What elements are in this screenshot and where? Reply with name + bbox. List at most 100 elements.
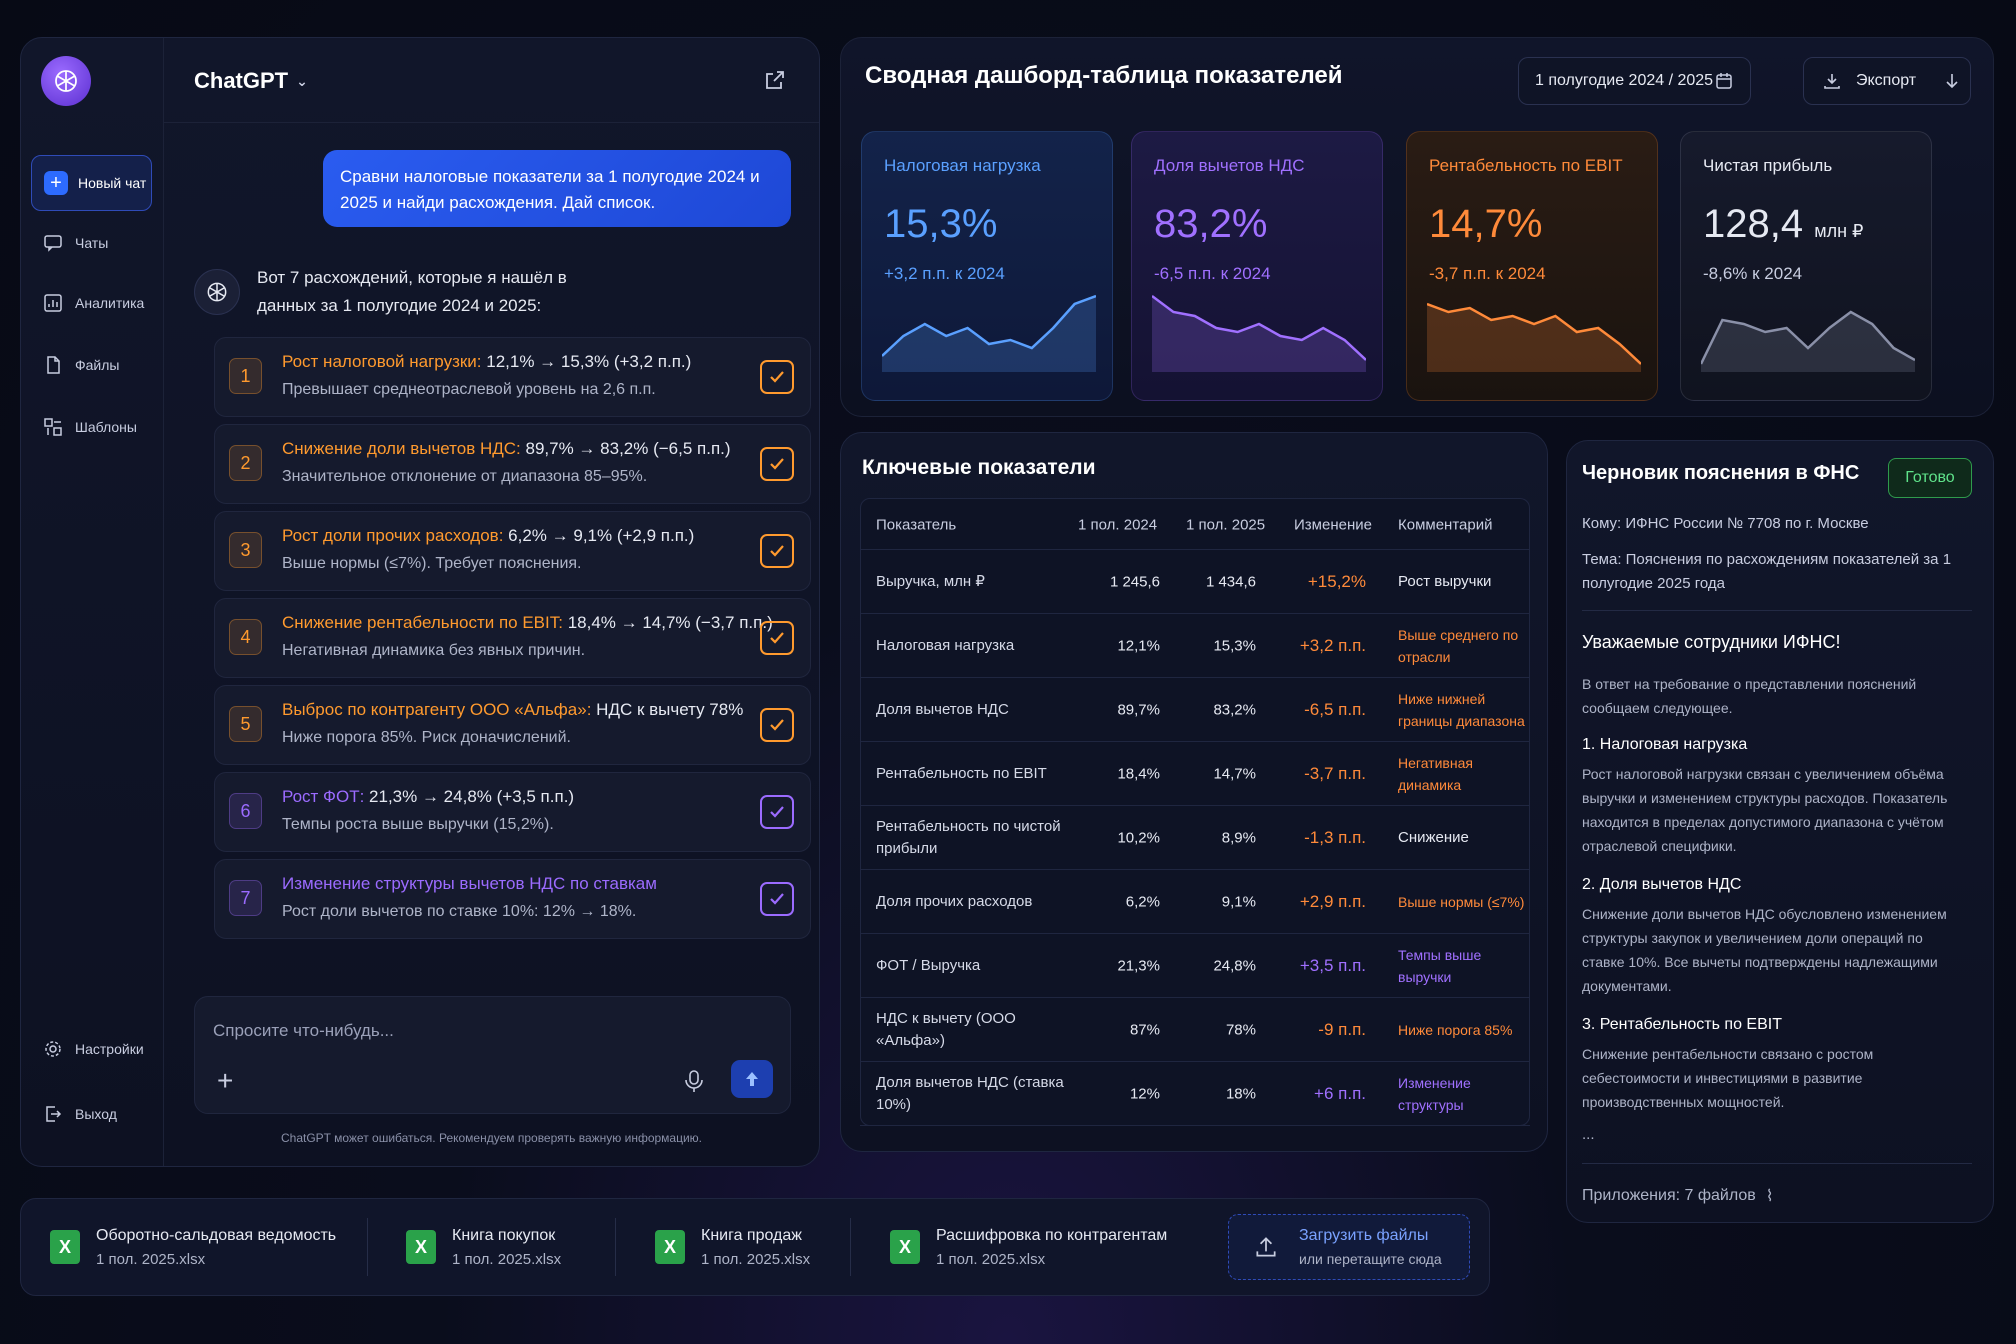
row-label: Налоговая нагрузка bbox=[876, 636, 1015, 654]
upload-button[interactable]: Загрузить файлы или перетащите сюда bbox=[1228, 1214, 1470, 1280]
nav-settings[interactable]: Настройки bbox=[43, 1039, 144, 1059]
add-attachment-icon[interactable]: + bbox=[217, 1065, 234, 1096]
file-separator bbox=[367, 1218, 368, 1276]
value-2025: 8,9% bbox=[1221, 829, 1256, 846]
file-item[interactable]: X Книга покупок 1 пол. 2025.xlsx bbox=[406, 1198, 561, 1296]
kpi-card[interactable]: Рентабельность по EBIT 14,7% -3,7 п.п. к… bbox=[1406, 131, 1658, 401]
checkbox[interactable] bbox=[760, 534, 794, 568]
item-subtitle: Темпы роста выше выручки (15,2%). bbox=[282, 816, 554, 833]
table-row[interactable]: Доля вычетов НДС (ставка 10%) 12% 18% +6… bbox=[860, 1062, 1530, 1126]
discrepancy-item[interactable]: 4 Снижение рентабельности по EBIT: 18,4%… bbox=[214, 598, 811, 678]
templates-icon bbox=[44, 418, 62, 436]
file-item[interactable]: X Оборотно-сальдовая ведомость 1 пол. 202… bbox=[50, 1198, 336, 1296]
checkbox[interactable] bbox=[760, 882, 794, 916]
attachments-link[interactable]: Приложения: 7 файлов ⌇ bbox=[1582, 1187, 1774, 1205]
kpi-sparkline bbox=[1701, 310, 1915, 372]
arrow-down-icon bbox=[1946, 74, 1958, 89]
table-row[interactable]: Выручка, млн ₽ 1 245,6 1 434,6 +15,2% Ро… bbox=[860, 550, 1530, 614]
value-2025: 15,3% bbox=[1213, 637, 1256, 654]
item-number: 6 bbox=[229, 793, 262, 829]
kpi-title: Чистая прибыль bbox=[1703, 156, 1833, 175]
calendar-icon bbox=[1716, 73, 1732, 89]
item-number: 3 bbox=[229, 532, 262, 568]
note-section: 1. Налоговая нагрузка Рост налоговой наг… bbox=[1582, 736, 1967, 858]
row-label: НДС к вычету (ООО «Альфа») bbox=[876, 1009, 1016, 1049]
nav-chats[interactable]: Чаты bbox=[43, 233, 108, 253]
checkbox[interactable] bbox=[760, 360, 794, 394]
file-name: Оборотно-сальдовая ведомость bbox=[96, 1226, 337, 1244]
comment: Изменение структуры bbox=[1398, 1074, 1471, 1113]
sparkline-area bbox=[1427, 304, 1641, 372]
check-icon bbox=[770, 371, 784, 383]
new-chat-button[interactable]: + Новый чат bbox=[31, 155, 152, 211]
item-title: Выброс по контрагенту ООО «Альфа»: НДС к… bbox=[282, 700, 744, 719]
nav-analytics[interactable]: Аналитика bbox=[43, 293, 144, 313]
send-button[interactable] bbox=[731, 1060, 773, 1098]
change-value: +15,2% bbox=[1307, 571, 1366, 591]
section-heading: 2. Доля вычетов НДС bbox=[1582, 876, 1742, 893]
file-sub: 1 пол. 2025.xlsx bbox=[96, 1250, 206, 1268]
item-subtitle: Ниже порога 85%. Риск доначислений. bbox=[282, 729, 571, 746]
nav-logout[interactable]: Выход bbox=[43, 1104, 117, 1124]
checkbox[interactable] bbox=[760, 795, 794, 829]
kpi-value: 83,2% bbox=[1154, 202, 1268, 246]
external-link-icon[interactable] bbox=[763, 68, 787, 92]
assistant-avatar-icon bbox=[194, 269, 240, 315]
sparkline-line bbox=[1701, 310, 1915, 365]
chat-bubble-icon bbox=[44, 235, 62, 252]
kpi-title: Налоговая нагрузка bbox=[884, 156, 1041, 175]
chat-input[interactable]: Спросите что-нибудь... bbox=[213, 1021, 394, 1040]
row-label: Выручка, млн ₽ bbox=[876, 572, 985, 590]
nav-files[interactable]: Файлы bbox=[43, 355, 119, 375]
file-item[interactable]: X Книга продаж 1 пол. 2025.xlsx bbox=[655, 1198, 810, 1296]
checkbox[interactable] bbox=[760, 708, 794, 742]
export-button[interactable]: Экспорт bbox=[1803, 57, 1971, 105]
discrepancy-item[interactable]: 2 Снижение доли вычетов НДС: 89,7% → 83,… bbox=[214, 424, 811, 504]
nav-templates[interactable]: Шаблоны bbox=[43, 417, 137, 437]
status-badge[interactable]: Готово bbox=[1888, 458, 1972, 498]
kpi-card[interactable]: Доля вычетов НДС 83,2% -6,5 п.п. к 2024 bbox=[1131, 131, 1383, 401]
discrepancy-item[interactable]: 3 Рост доли прочих расходов: 6,2% → 9,1%… bbox=[214, 511, 811, 591]
item-number: 7 bbox=[229, 880, 262, 916]
period-picker[interactable]: 1 полугодие 2024 / 2025 bbox=[1518, 57, 1751, 105]
model-selector[interactable]: ChatGPT ⌄ bbox=[194, 68, 308, 93]
download-icon bbox=[1824, 74, 1840, 89]
table-row[interactable]: НДС к вычету (ООО «Альфа») 87% 78% -9 п.… bbox=[860, 998, 1530, 1062]
discrepancy-item[interactable]: 6 Рост ФОТ: 21,3% → 24,8% (+3,5 п.п.) Те… bbox=[214, 772, 811, 852]
table-title: Ключевые показатели bbox=[862, 456, 1096, 479]
check-icon bbox=[770, 632, 784, 644]
file-item[interactable]: X Расшифровка по контрагентам 1 пол. 2025… bbox=[890, 1198, 1167, 1296]
openai-logo-icon[interactable] bbox=[41, 56, 91, 106]
check-icon bbox=[770, 893, 784, 905]
kpi-delta: -8,6% к 2024 bbox=[1703, 264, 1803, 283]
discrepancy-item[interactable]: 5 Выброс по контрагенту ООО «Альфа»: НДС… bbox=[214, 685, 811, 765]
file-separator bbox=[615, 1218, 616, 1276]
discrepancy-item[interactable]: 1 Рост налоговой нагрузки: 12,1% → 15,3%… bbox=[214, 337, 811, 417]
assistant-intro: Вот 7 расхождений, которые я нашёл в дан… bbox=[257, 268, 567, 315]
table-row[interactable]: Рентабельность по чистой прибыли 10,2% 8… bbox=[860, 806, 1530, 870]
checkbox[interactable] bbox=[760, 621, 794, 655]
checkbox[interactable] bbox=[760, 447, 794, 481]
table-row[interactable]: Доля вычетов НДС 89,7% 83,2% -6,5 п.п. Н… bbox=[860, 678, 1530, 742]
item-subtitle: Негативная динамика без явных причин. bbox=[282, 642, 586, 659]
value-2024: 87% bbox=[1129, 1021, 1160, 1038]
change-value: +6 п.п. bbox=[1314, 1083, 1366, 1103]
change-value: +2,9 п.п. bbox=[1299, 891, 1366, 911]
value-2025: 24,8% bbox=[1213, 957, 1256, 974]
row-label: Доля вычетов НДС bbox=[876, 700, 1009, 718]
kpi-card[interactable]: Налоговая нагрузка 15,3% +3,2 п.п. к 202… bbox=[861, 131, 1113, 401]
sparkline-line bbox=[1152, 294, 1366, 361]
microphone-icon[interactable] bbox=[683, 1069, 705, 1093]
discrepancy-item[interactable]: 7 Изменение структуры вычетов НДС по ста… bbox=[214, 859, 811, 939]
kpi-card[interactable]: Чистая прибыль 128,4 млн ₽ -8,6% к 2024 bbox=[1680, 131, 1932, 401]
table-row[interactable]: ФОТ / Выручка 21,3% 24,8% +3,5 п.п. Темп… bbox=[860, 934, 1530, 998]
table-row[interactable]: Доля прочих расходов 6,2% 9,1% +2,9 п.п.… bbox=[860, 870, 1530, 934]
chat-input-box[interactable]: Спросите что-нибудь... + bbox=[194, 996, 791, 1114]
note-subject: Тема: Пояснения по расхождениям показате… bbox=[1582, 551, 1952, 592]
item-title: Изменение структуры вычетов НДС по ставк… bbox=[282, 874, 657, 893]
table-row[interactable]: Рентабельность по EBIT 18,4% 14,7% -3,7 … bbox=[860, 742, 1530, 806]
sidebar: + Новый чат Чаты Аналитика Файлы Шаблоны… bbox=[21, 38, 164, 1166]
table-row[interactable]: Налоговая нагрузка 12,1% 15,3% +3,2 п.п.… bbox=[860, 614, 1530, 678]
value-2024: 10,2% bbox=[1117, 829, 1160, 846]
note-section: 3. Рентабельность по EBIT Снижение рента… bbox=[1582, 1016, 1967, 1114]
